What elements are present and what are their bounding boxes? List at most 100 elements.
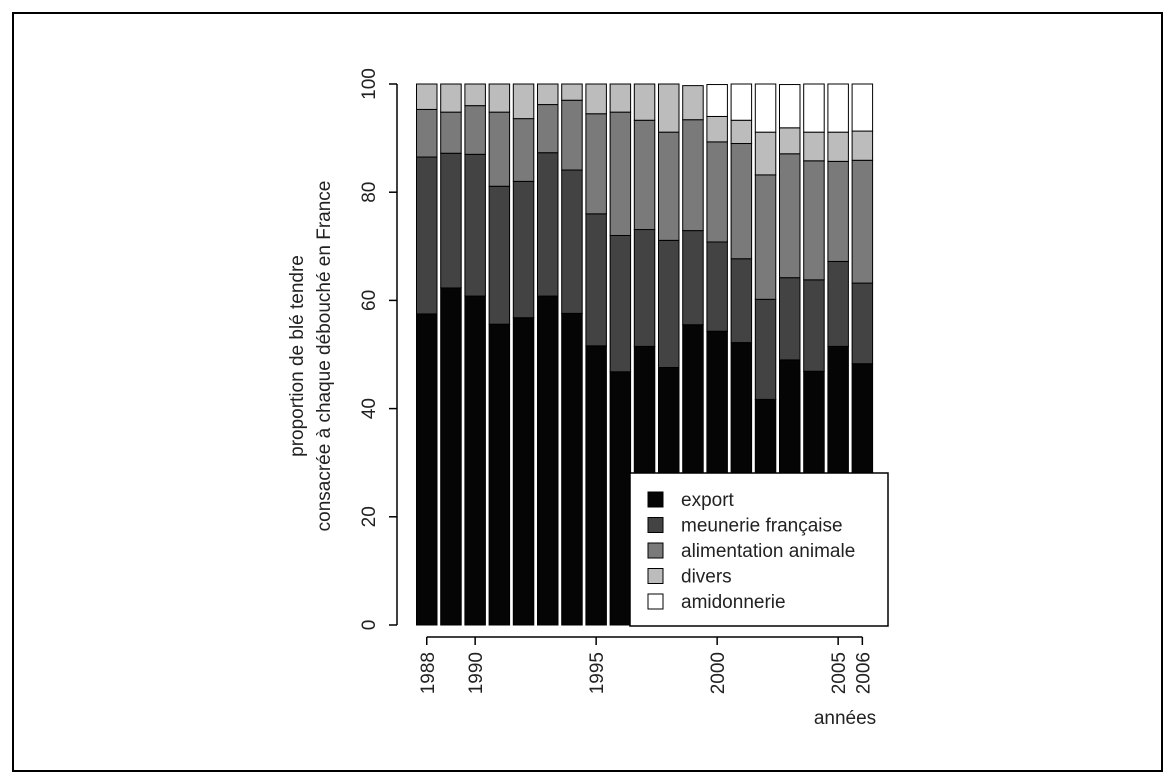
y-ticks: 0 20 40 60 80 100 [359, 68, 397, 630]
x-tick-label: 2000 [708, 652, 729, 694]
bar-segment [682, 119, 704, 232]
bar-segment [682, 85, 704, 121]
y-tick-label: 0 [359, 620, 380, 631]
bar-segment [561, 99, 583, 171]
legend-label: meunerie française [681, 516, 843, 537]
bar-segment [633, 83, 656, 121]
bar-segment [851, 159, 874, 284]
bar-segment [827, 160, 849, 262]
bar-segment [658, 131, 680, 241]
bar-segment [754, 83, 777, 133]
bar-segment [827, 131, 849, 162]
y-tick-label: 40 [359, 398, 380, 419]
bar-segment [609, 371, 632, 626]
bar-segment [754, 174, 777, 300]
y-tick-label: 100 [359, 68, 380, 100]
x-tick-label: 1995 [587, 652, 608, 694]
bar-segment [585, 345, 607, 626]
bar-segment [609, 234, 632, 373]
bar-segment [827, 83, 849, 133]
legend-label: alimentation animale [681, 541, 855, 562]
bar-segment [537, 152, 559, 297]
bar-segment [416, 156, 438, 315]
legend-swatch [647, 542, 664, 559]
legend-swatch [647, 568, 664, 584]
bar-segment [585, 113, 607, 215]
legend-box [629, 472, 889, 627]
bar-segment [730, 119, 753, 145]
bar-segment [585, 213, 607, 347]
bar-segment [537, 83, 559, 106]
x-axis: 1988 1990 1995 2000 2005 2006 [418, 636, 874, 694]
y-tick-label: 80 [359, 182, 380, 203]
bar-segment [658, 83, 680, 133]
bar-segment [730, 258, 753, 344]
bar-segment [609, 111, 632, 236]
bar-segment [512, 317, 535, 626]
bar-segment [754, 131, 777, 176]
y-axis-label-line1: proportion de blé tendre [287, 255, 308, 457]
y-axis: 0 20 40 60 80 100 [359, 68, 398, 630]
legend-swatch [647, 491, 664, 508]
bar-segment [682, 230, 704, 326]
bar-segment [803, 131, 825, 162]
bar-segment [561, 83, 583, 101]
y-tick-label: 20 [359, 506, 380, 527]
bar-segment [464, 83, 486, 107]
bar-segment [561, 169, 583, 314]
bar-segment [754, 298, 777, 400]
x-tick-label: 1988 [418, 652, 439, 694]
bar-segment [440, 287, 462, 626]
bar-segment [488, 185, 511, 325]
bar-segment [561, 312, 583, 626]
bar-segment [730, 83, 753, 121]
bar-segment [827, 260, 849, 347]
bar-segment [658, 239, 680, 368]
bar-segment [440, 152, 462, 289]
bar-segment [416, 108, 438, 158]
legend: export meunerie française alimentation ani… [629, 472, 889, 627]
bar-segment [440, 111, 462, 154]
bar-segment [779, 153, 801, 279]
bar-segment [706, 115, 728, 143]
bar-segment [779, 277, 801, 361]
bar-segment [488, 83, 511, 113]
bar-segment [440, 83, 462, 113]
bar-segment [512, 118, 535, 182]
bar-segment [851, 83, 874, 132]
bar-segment [416, 83, 438, 110]
bar-segment [706, 241, 728, 332]
bar-segment [416, 313, 438, 626]
bar-segment [803, 160, 825, 281]
bar-segment [464, 105, 486, 155]
bar-segment [779, 127, 801, 155]
legend-swatch [647, 593, 664, 610]
x-tick-label: 2006 [853, 652, 874, 694]
bar-segment [803, 279, 825, 372]
bar-segment [633, 229, 656, 347]
bar-segment [779, 84, 801, 129]
bar-segment [730, 143, 753, 260]
legend-swatch [647, 517, 664, 533]
legend-label: divers [681, 567, 732, 588]
bar-segment [464, 153, 486, 297]
bar-segment [512, 83, 535, 120]
x-tick-label: 1990 [466, 652, 487, 694]
bar-segment [633, 119, 656, 231]
bar-segment [609, 83, 632, 113]
bar-segment [464, 295, 486, 626]
bar-segment [803, 83, 825, 133]
bar-segment [488, 323, 511, 626]
legend-items: export meunerie française alimentation ani… [647, 490, 855, 613]
y-tick-label: 60 [359, 290, 380, 311]
bar-segment [851, 282, 874, 365]
bar-segment [512, 180, 535, 319]
bar-segment [537, 295, 559, 626]
bar-segment [585, 83, 607, 115]
bar-segment [706, 141, 728, 243]
bar-segment [488, 111, 511, 187]
x-axis-label: années [814, 708, 876, 729]
bar-segment [851, 130, 874, 161]
legend-label: export [681, 490, 735, 511]
